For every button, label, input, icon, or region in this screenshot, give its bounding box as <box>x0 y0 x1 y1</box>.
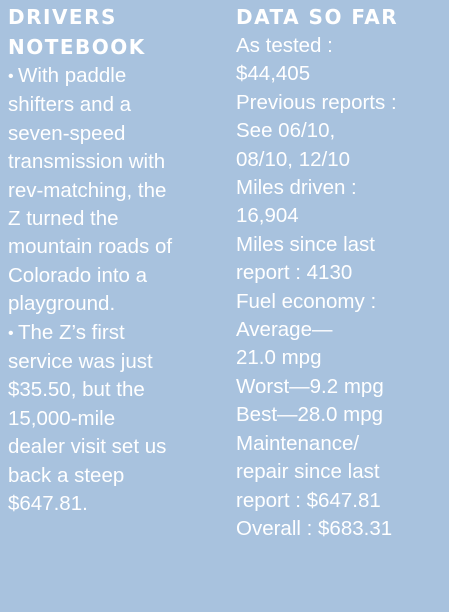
data-line: Best—28.0 mpg <box>236 403 383 427</box>
text-line: playground. <box>8 292 116 316</box>
data-line: Previous reports : <box>236 90 397 114</box>
notebook-body: • With paddle shifters and a seven-speed … <box>8 62 230 519</box>
notebook-paragraph: • With paddle shifters and a seven-speed … <box>8 62 230 319</box>
data-so-far-heading: DATA SO FAR <box>236 2 448 32</box>
data-line: Maintenance/ <box>236 431 360 455</box>
text-line: seven-speed <box>8 121 126 145</box>
data-line: Miles since last <box>236 232 375 256</box>
text-line: • The Z’s first <box>8 319 230 348</box>
data-line: 08/10, 12/10 <box>236 147 350 171</box>
data-line: report : $647.81 <box>236 488 381 512</box>
data-line: 21.0 mpg <box>236 346 322 370</box>
text-line: dealer visit set us <box>8 435 167 459</box>
data-line: As tested : <box>236 34 333 57</box>
text-line: • With paddle <box>8 62 230 91</box>
heading-line: DRIVERS <box>8 5 117 29</box>
text-line: transmission with <box>8 150 166 174</box>
data-line: report : 4130 <box>236 261 353 285</box>
data-line: See 06/10, <box>236 119 336 143</box>
data-line: 16,904 <box>236 204 299 228</box>
bullet-icon: • <box>8 324 14 342</box>
data-line: Overall : $683.31 <box>236 516 393 540</box>
data-line: repair since last <box>236 460 380 484</box>
data-line: Worst—9.2 mpg <box>236 374 384 398</box>
text-line: $35.50, but the <box>8 378 145 402</box>
heading-line: DATA SO FAR <box>236 5 399 29</box>
drivers-notebook-column: DRIVERS NOTEBOOK • With paddle shifters a… <box>8 2 230 519</box>
heading-line: NOTEBOOK <box>8 35 146 59</box>
text-line: back a steep <box>8 463 125 487</box>
drivers-notebook-heading: DRIVERS NOTEBOOK <box>8 2 230 62</box>
data-so-far-column: DATA SO FAR As tested : $44,405 Previous… <box>236 2 448 543</box>
text-line: 15,000-mile <box>8 406 116 430</box>
text-line: $647.81. <box>8 492 88 516</box>
notebook-paragraph: • The Z’s first service was just $35.50, … <box>8 319 230 519</box>
text-line: Z turned the <box>8 207 119 231</box>
data-line: Fuel economy : <box>236 289 377 313</box>
text-line: shifters and a <box>8 93 132 117</box>
text-line: Colorado into a <box>8 263 148 287</box>
text-line: mountain roads of <box>8 235 173 259</box>
data-list: As tested : $44,405 Previous reports : S… <box>236 32 448 543</box>
data-line: $44,405 <box>236 62 311 86</box>
bullet-icon: • <box>8 68 14 85</box>
data-line: Miles driven : <box>236 176 357 200</box>
data-line: Average— <box>236 318 333 342</box>
text-line: service was just <box>8 350 153 374</box>
text-line: rev-matching, the <box>8 178 167 202</box>
